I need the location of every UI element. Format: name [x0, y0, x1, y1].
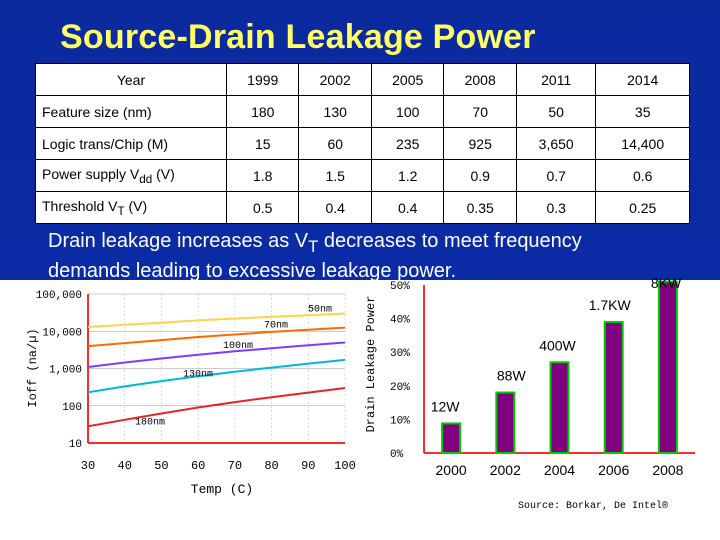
y-tick-label: 30% [390, 348, 410, 360]
table-header-cell: 2014 [595, 63, 690, 96]
x-tick-label: 100 [334, 459, 356, 473]
y-tick-label: 10% [390, 415, 410, 427]
data-label: 12W [431, 398, 461, 414]
series-line-100nm [87, 341, 346, 368]
explanation-text: Drain leakage increases as VT decreases … [48, 229, 688, 283]
table-row: Logic trans/Chip (M) 15 60 235 925 3,650… [35, 127, 690, 160]
table-cell: 0.35 [443, 191, 517, 224]
table-cell: 130 [298, 95, 372, 128]
row-label-suffix: (V) [124, 197, 148, 214]
leakage-power-bar-chart: 50% 40% 30% 20% 10% 0% Drain Leakage Power 2000… [364, 275, 695, 478]
bar-2008 [657, 280, 678, 455]
series-line-130nm [87, 358, 346, 394]
x-tick-label: 2000 [436, 462, 467, 478]
note-line1: Drain leakage increases as V [48, 230, 309, 252]
row-label-suffix: (V) [152, 165, 175, 182]
table-cell: 1.2 [370, 159, 445, 192]
y-tick-label: 0% [390, 449, 404, 461]
table-cell: 100 [370, 95, 445, 128]
ioff-vs-temp-chart: 100,000 10,000 1,000 100 10 30 40 50 60 70 80 90 100… [26, 290, 356, 497]
table-cell: 0.5 [225, 191, 300, 224]
row-label-text: Power supply V [42, 165, 140, 182]
y-tick-label: 1,000 [49, 365, 82, 377]
x-tick-label: 50 [154, 459, 168, 473]
table-cell: 0.25 [595, 191, 690, 224]
bar-2006 [603, 320, 624, 454]
table-header-cell: 2002 [298, 63, 372, 96]
series-line-180nm [87, 387, 346, 428]
series-label: 100nm [223, 341, 253, 352]
y-tick-label: 40% [390, 315, 410, 327]
roadmap-table: Year 1999 2002 2005 2008 2011 2014 Featu… [35, 63, 690, 224]
chart-panel [0, 280, 720, 540]
data-label: 8KW [651, 275, 682, 291]
note-line1-end: decreases to meet frequency [318, 230, 582, 252]
row-label-sub: dd [139, 172, 153, 186]
table-cell: 35 [595, 95, 690, 128]
series-label: 50nm [308, 305, 332, 316]
series-line-70nm [87, 326, 346, 348]
row-label-text: Threshold V [42, 197, 118, 214]
table-header-cell: 2011 [515, 63, 597, 96]
data-label: 1.7KW [589, 297, 632, 313]
x-tick-label: 60 [191, 459, 205, 473]
slide-title: Source-Drain Leakage Power [60, 18, 536, 56]
note-sub: T [308, 237, 319, 256]
table-cell: 0.6 [595, 159, 690, 192]
x-axis-label: Temp (C) [191, 482, 253, 497]
source-credit: Source: Borkar, De Intel® [518, 500, 668, 512]
table-cell: 3,650 [515, 127, 597, 160]
x-tick-label: 40 [118, 459, 132, 473]
data-label: 400W [539, 337, 576, 353]
table-row: Feature size (nm) 180 130 100 70 50 35 [35, 95, 690, 128]
table-cell: 925 [443, 127, 517, 160]
table-cell: 15 [225, 127, 300, 160]
row-label: Logic trans/Chip (M) [35, 127, 227, 160]
x-tick-label: 70 [228, 459, 242, 473]
y-tick-label: 100,000 [36, 290, 82, 302]
table-row: Threshold VT (V) 0.5 0.4 0.4 0.35 0.3 0.… [35, 191, 690, 224]
bar-2004 [549, 361, 570, 454]
series-label: 130nm [183, 369, 213, 380]
y-tick-label: 10,000 [42, 327, 82, 339]
x-tick-label: 2002 [490, 462, 521, 478]
x-tick-label: 80 [264, 459, 278, 473]
series-label: 70nm [264, 321, 288, 332]
data-label: 88W [497, 368, 527, 384]
table-header-row: Year 1999 2002 2005 2008 2011 2014 [35, 63, 690, 96]
x-tick-label: 2008 [652, 462, 683, 478]
y-axis-label: Ioff (na/µ) [26, 328, 40, 407]
y-tick-label: 50% [390, 281, 410, 293]
row-label-sub: T [117, 204, 125, 218]
table-cell: 50 [515, 95, 597, 128]
x-tick-label: 30 [81, 459, 95, 473]
table-header-cell: 2008 [443, 63, 517, 96]
y-tick-label: 100 [62, 402, 82, 414]
note-line2: demands leading to excessive leakage pow… [48, 260, 457, 282]
table-cell: 70 [443, 95, 517, 128]
bar-2000 [441, 422, 462, 455]
table-cell: 180 [225, 95, 300, 128]
series-label: 180nm [135, 417, 165, 428]
table-header-cell: Year [35, 63, 227, 96]
bar-2002 [495, 391, 516, 454]
row-label: Feature size (nm) [35, 95, 227, 128]
y-axis-label: Drain Leakage Power [364, 296, 378, 433]
y-tick-label: 20% [390, 382, 410, 394]
table-cell: 0.4 [298, 191, 372, 224]
table-row: Power supply Vdd (V) 1.8 1.5 1.2 0.9 0.7… [35, 159, 690, 192]
table-cell: 0.9 [443, 159, 517, 192]
y-tick-label: 10 [69, 439, 82, 451]
table-cell: 0.4 [370, 191, 445, 224]
x-tick-label: 2004 [544, 462, 575, 478]
table-cell: 0.3 [515, 191, 597, 224]
x-tick-label: 2006 [598, 462, 629, 478]
series-line-50nm [87, 312, 346, 328]
table-cell: 0.7 [515, 159, 597, 192]
x-tick-label: 90 [301, 459, 315, 473]
